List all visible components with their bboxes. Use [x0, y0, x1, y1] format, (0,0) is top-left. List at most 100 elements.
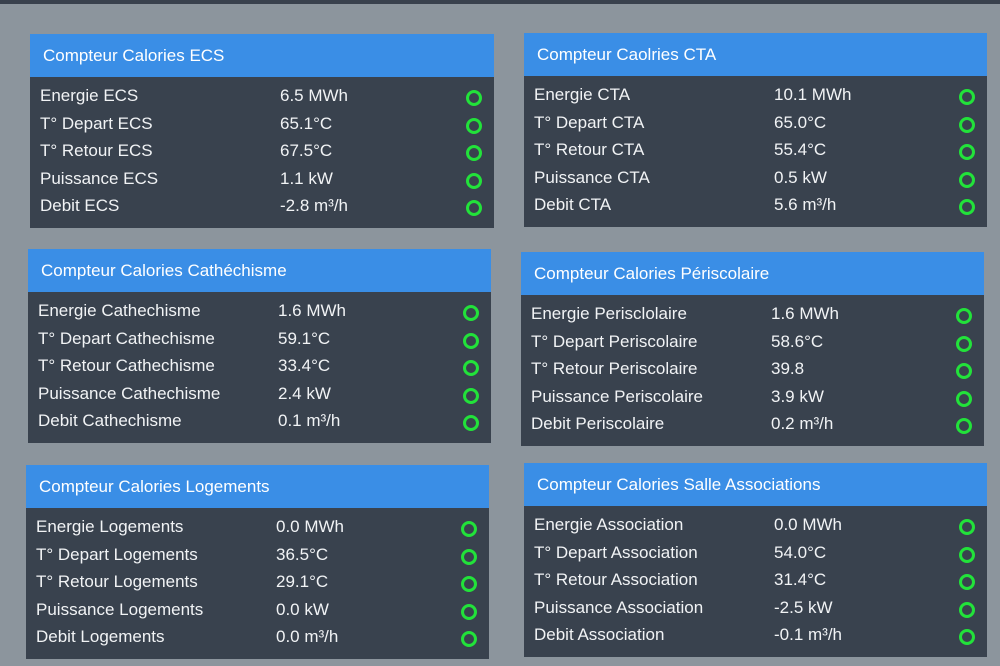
meter-row: Debit Logements 0.0 m³/h [26, 624, 489, 652]
top-bar [0, 0, 1000, 4]
meter-label: T° Retour Logements [36, 572, 198, 591]
status-ok-icon [956, 308, 972, 324]
meter-row: Debit CTA 5.6 m³/h [524, 192, 987, 220]
status-ok-icon [466, 117, 482, 134]
meter-label: Puissance Cathechisme [38, 383, 221, 403]
meter-row: Energie Association 0.0 MWh [524, 512, 987, 540]
status-ok-icon [956, 363, 972, 379]
meter-label: Debit ECS [40, 196, 120, 215]
status-ok-icon [466, 145, 482, 161]
meter-row: Debit Association -0.1 m³/h [524, 622, 987, 650]
meter-value: 59.1°C [278, 328, 331, 348]
meter-label: Puissance Logements [36, 599, 204, 619]
panel-body: Energie CTA 10.1 MWh T° Depart CTA 65.0°C … [524, 76, 987, 227]
panel-body: Energie ECS 6.5 MWh T° Depart ECS 65.1°C T… [30, 77, 494, 228]
meter-row: Energie Perisclolaire 1.6 MWh [521, 301, 984, 329]
meter-value: 67.5°C [280, 141, 333, 160]
meter-row: Energie CTA 10.1 MWh [524, 82, 987, 110]
meter-row: Debit Cathechisme 0.1 m³/h [28, 408, 491, 436]
meter-label: Debit Association [534, 625, 665, 644]
meter-row: T° Depart ECS 65.1°C [30, 111, 494, 139]
meter-label: T° Depart Association [534, 542, 698, 562]
status-ok-icon [461, 631, 477, 647]
meter-row: T° Depart Periscolaire 58.6°C [521, 329, 984, 357]
meter-value: 36.5°C [276, 544, 329, 564]
meter-value: -2.8 m³/h [280, 196, 349, 215]
status-ok-icon [461, 521, 477, 537]
meter-label: Energie Logements [36, 517, 184, 536]
meter-row: Puissance Periscolaire 3.9 kW [521, 384, 984, 412]
meter-value: 54.0°C [774, 542, 827, 562]
status-ok-icon [959, 171, 975, 188]
meter-value: 0.1 m³/h [278, 411, 341, 430]
meter-row: Puissance ECS 1.1 kW [30, 166, 494, 194]
meter-label: Puissance ECS [40, 168, 159, 188]
meter-label: T° Retour CTA [534, 140, 645, 159]
meter-label: T° Depart Logements [36, 544, 198, 564]
meter-label: Puissance CTA [534, 167, 650, 187]
meter-value: 0.5 kW [774, 167, 827, 187]
meter-row: T° Depart Logements 36.5°C [26, 542, 489, 570]
status-ok-icon [466, 90, 482, 106]
meter-value: 0.0 MWh [276, 517, 345, 536]
meter-row: Debit Periscolaire 0.2 m³/h [521, 411, 984, 439]
meter-value: 0.2 m³/h [771, 414, 834, 433]
meter-row: T° Depart CTA 65.0°C [524, 110, 987, 138]
meter-value: 0.0 kW [276, 599, 329, 619]
meter-label: T° Depart Cathechisme [38, 328, 215, 348]
meter-row: T° Depart Cathechisme 59.1°C [28, 326, 491, 354]
meter-value: 5.6 m³/h [774, 195, 837, 214]
status-ok-icon [461, 603, 477, 620]
status-ok-icon [466, 200, 482, 216]
status-ok-icon [461, 548, 477, 565]
status-ok-icon [959, 144, 975, 160]
meter-value: 1.6 MWh [278, 301, 347, 320]
panel-title: Compteur Calories Salle Associations [524, 463, 987, 506]
panel-body: Energie Logements 0.0 MWh T° Depart Logem… [26, 508, 489, 659]
meter-label: Puissance Association [534, 597, 704, 617]
meter-row: Energie ECS 6.5 MWh [30, 83, 494, 111]
meter-label: Debit Logements [36, 627, 165, 646]
meter-row: T° Retour ECS 67.5°C [30, 138, 494, 166]
status-ok-icon [959, 546, 975, 563]
meter-row: T° Depart Association 54.0°C [524, 540, 987, 568]
panel-logements: Compteur Calories Logements Energie Loge… [26, 465, 489, 659]
meter-label: Energie ECS [40, 86, 139, 105]
panel-title: Compteur Calories Périscolaire [521, 252, 984, 295]
meter-label: T° Depart ECS [40, 113, 153, 133]
meter-row: Debit ECS -2.8 m³/h [30, 193, 494, 221]
status-ok-icon [959, 199, 975, 215]
meter-label: Puissance Periscolaire [531, 386, 703, 406]
meter-label: T° Retour Periscolaire [531, 359, 698, 378]
meter-value: 10.1 MWh [774, 85, 852, 104]
meter-row: Puissance Logements 0.0 kW [26, 597, 489, 625]
meter-value: 31.4°C [774, 570, 827, 589]
meter-label: Energie CTA [534, 85, 631, 104]
panel-ecs: Compteur Calories ECS Energie ECS 6.5 MWh… [30, 34, 494, 228]
status-ok-icon [959, 574, 975, 590]
status-ok-icon [956, 335, 972, 352]
meter-row: T° Retour CTA 55.4°C [524, 137, 987, 165]
meter-label: T° Depart Periscolaire [531, 331, 698, 351]
panel-body: Energie Association 0.0 MWh T° Depart Ass… [524, 506, 987, 657]
meter-value: 0.0 m³/h [276, 627, 339, 646]
meter-value: -2.5 kW [774, 597, 833, 617]
status-ok-icon [959, 116, 975, 133]
meter-value: 65.1°C [280, 113, 333, 133]
meter-label: T° Retour Cathechisme [38, 356, 215, 375]
status-ok-icon [466, 172, 482, 189]
panel-title: Compteur Caolries CTA [524, 33, 987, 76]
status-ok-icon [463, 387, 479, 404]
meter-value: 55.4°C [774, 140, 827, 159]
meter-value: 2.4 kW [278, 383, 331, 403]
meter-value: 1.1 kW [280, 168, 333, 188]
meter-row: Energie Logements 0.0 MWh [26, 514, 489, 542]
meter-value: 29.1°C [276, 572, 329, 591]
meter-row: T° Retour Periscolaire 39.8 [521, 356, 984, 384]
meter-label: Debit Periscolaire [531, 414, 665, 433]
status-ok-icon [959, 629, 975, 645]
status-ok-icon [463, 332, 479, 349]
meter-row: Puissance Association -2.5 kW [524, 595, 987, 623]
status-ok-icon [463, 305, 479, 321]
meter-label: Debit CTA [534, 195, 612, 214]
